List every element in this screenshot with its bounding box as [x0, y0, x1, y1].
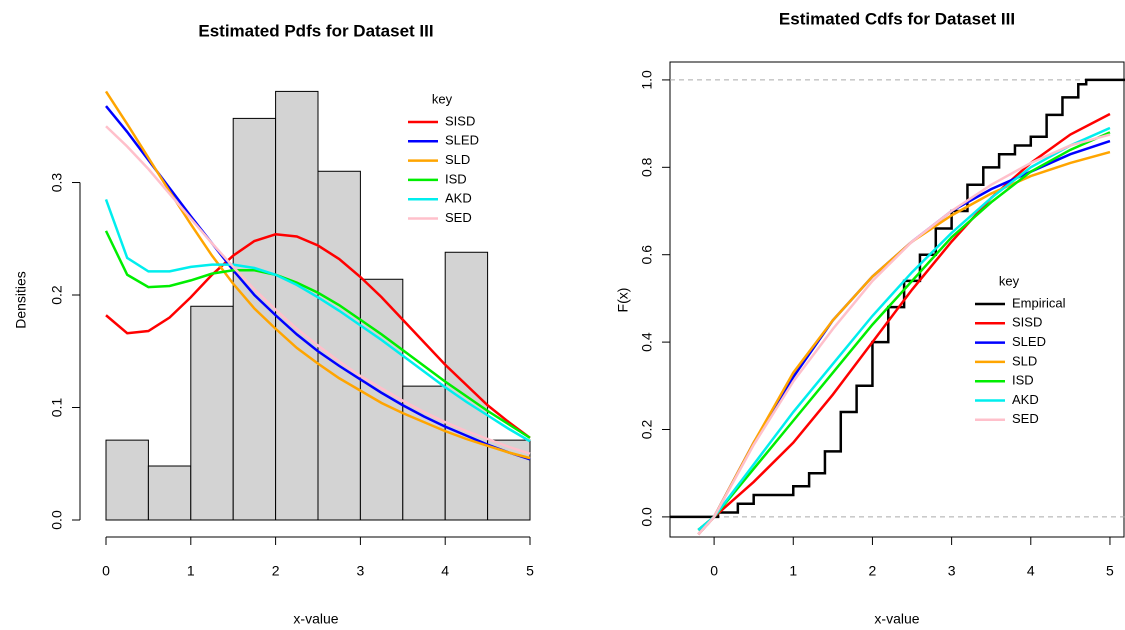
- legend-label: SISD: [445, 113, 475, 128]
- series-line: [697, 131, 1111, 531]
- y-tick-label: 1.0: [639, 70, 655, 90]
- legend-title: key: [999, 273, 1020, 288]
- x-tick-label: 2: [869, 563, 877, 579]
- histogram-bar: [105, 439, 149, 521]
- legend: key SISD SLED SLD ISD AKD SED: [408, 91, 479, 225]
- panel: Estimated Pdfs for Dataset III x-value Den…: [13, 21, 534, 626]
- panel: Estimated Cdfs for Dataset III x-value F(x…: [615, 9, 1125, 627]
- legend-label: SED: [1012, 411, 1039, 426]
- legend-label: SLD: [1012, 353, 1037, 368]
- y-tick-label: 0.2: [639, 420, 655, 440]
- x-tick-label: 3: [357, 563, 365, 579]
- series-line: [104, 198, 531, 443]
- legend-label: SLD: [445, 152, 470, 167]
- legend-title: key: [432, 91, 453, 106]
- legend-label: SISD: [1012, 315, 1042, 330]
- x-axis-label: x-value: [874, 611, 919, 627]
- series-line: [105, 232, 531, 439]
- chart-title: Estimated Cdfs for Dataset III: [779, 9, 1015, 28]
- series-line: [697, 112, 1111, 531]
- x-tick-label: 5: [1106, 563, 1114, 579]
- histogram-bar: [402, 385, 446, 521]
- series-line: [105, 125, 531, 455]
- y-tick-label: 0.2: [49, 285, 65, 305]
- histogram-bar: [275, 90, 319, 521]
- x-tick-label: 5: [526, 563, 534, 579]
- x-tick-label: 1: [789, 563, 797, 579]
- x-tick-label: 2: [272, 563, 280, 579]
- y-tick-label: 0.8: [639, 157, 655, 177]
- legend-label: AKD: [445, 191, 472, 206]
- plot-area: [670, 78, 1125, 536]
- y-tick-label: 0.3: [49, 173, 65, 193]
- legend-label: SED: [445, 210, 472, 225]
- histogram-bar: [359, 278, 404, 521]
- histogram-bar: [317, 170, 361, 521]
- x-tick-label: 0: [102, 563, 110, 579]
- histogram-bar: [147, 465, 192, 521]
- y-tick-label: 0.0: [49, 510, 65, 530]
- x-tick-label: 1: [187, 563, 195, 579]
- x-axis-label: x-value: [293, 611, 338, 627]
- legend-label: SLED: [445, 133, 479, 148]
- y-tick-label: 0.4: [639, 332, 655, 352]
- legend-label: SLED: [1012, 334, 1046, 349]
- x-tick-label: 0: [710, 563, 718, 579]
- histogram-bar: [190, 305, 234, 521]
- legend-label: ISD: [1012, 373, 1034, 388]
- legend: key Empirical SISD SLED SLD ISD AKD SED: [975, 273, 1066, 426]
- y-tick-label: 0.0: [639, 507, 655, 527]
- y-tick-label: 0.1: [49, 398, 65, 418]
- series-line: [105, 105, 531, 461]
- series-line: [697, 126, 1111, 531]
- legend-label: AKD: [1012, 392, 1039, 407]
- y-tick-label: 0.6: [639, 245, 655, 265]
- x-tick-label: 3: [948, 563, 956, 579]
- y-axis-label: F(x): [615, 288, 631, 313]
- series-line: [697, 133, 1111, 536]
- chart-title: Estimated Pdfs for Dataset III: [198, 21, 433, 40]
- histogram-bar: [232, 117, 277, 521]
- x-tick-label: 4: [1027, 563, 1035, 579]
- series-line: [104, 230, 531, 439]
- y-axis-label: Densities: [13, 271, 29, 329]
- x-tick-label: 4: [441, 563, 449, 579]
- plot-area: [104, 90, 531, 521]
- legend-label: Empirical: [1012, 295, 1066, 310]
- legend-label: ISD: [445, 171, 467, 186]
